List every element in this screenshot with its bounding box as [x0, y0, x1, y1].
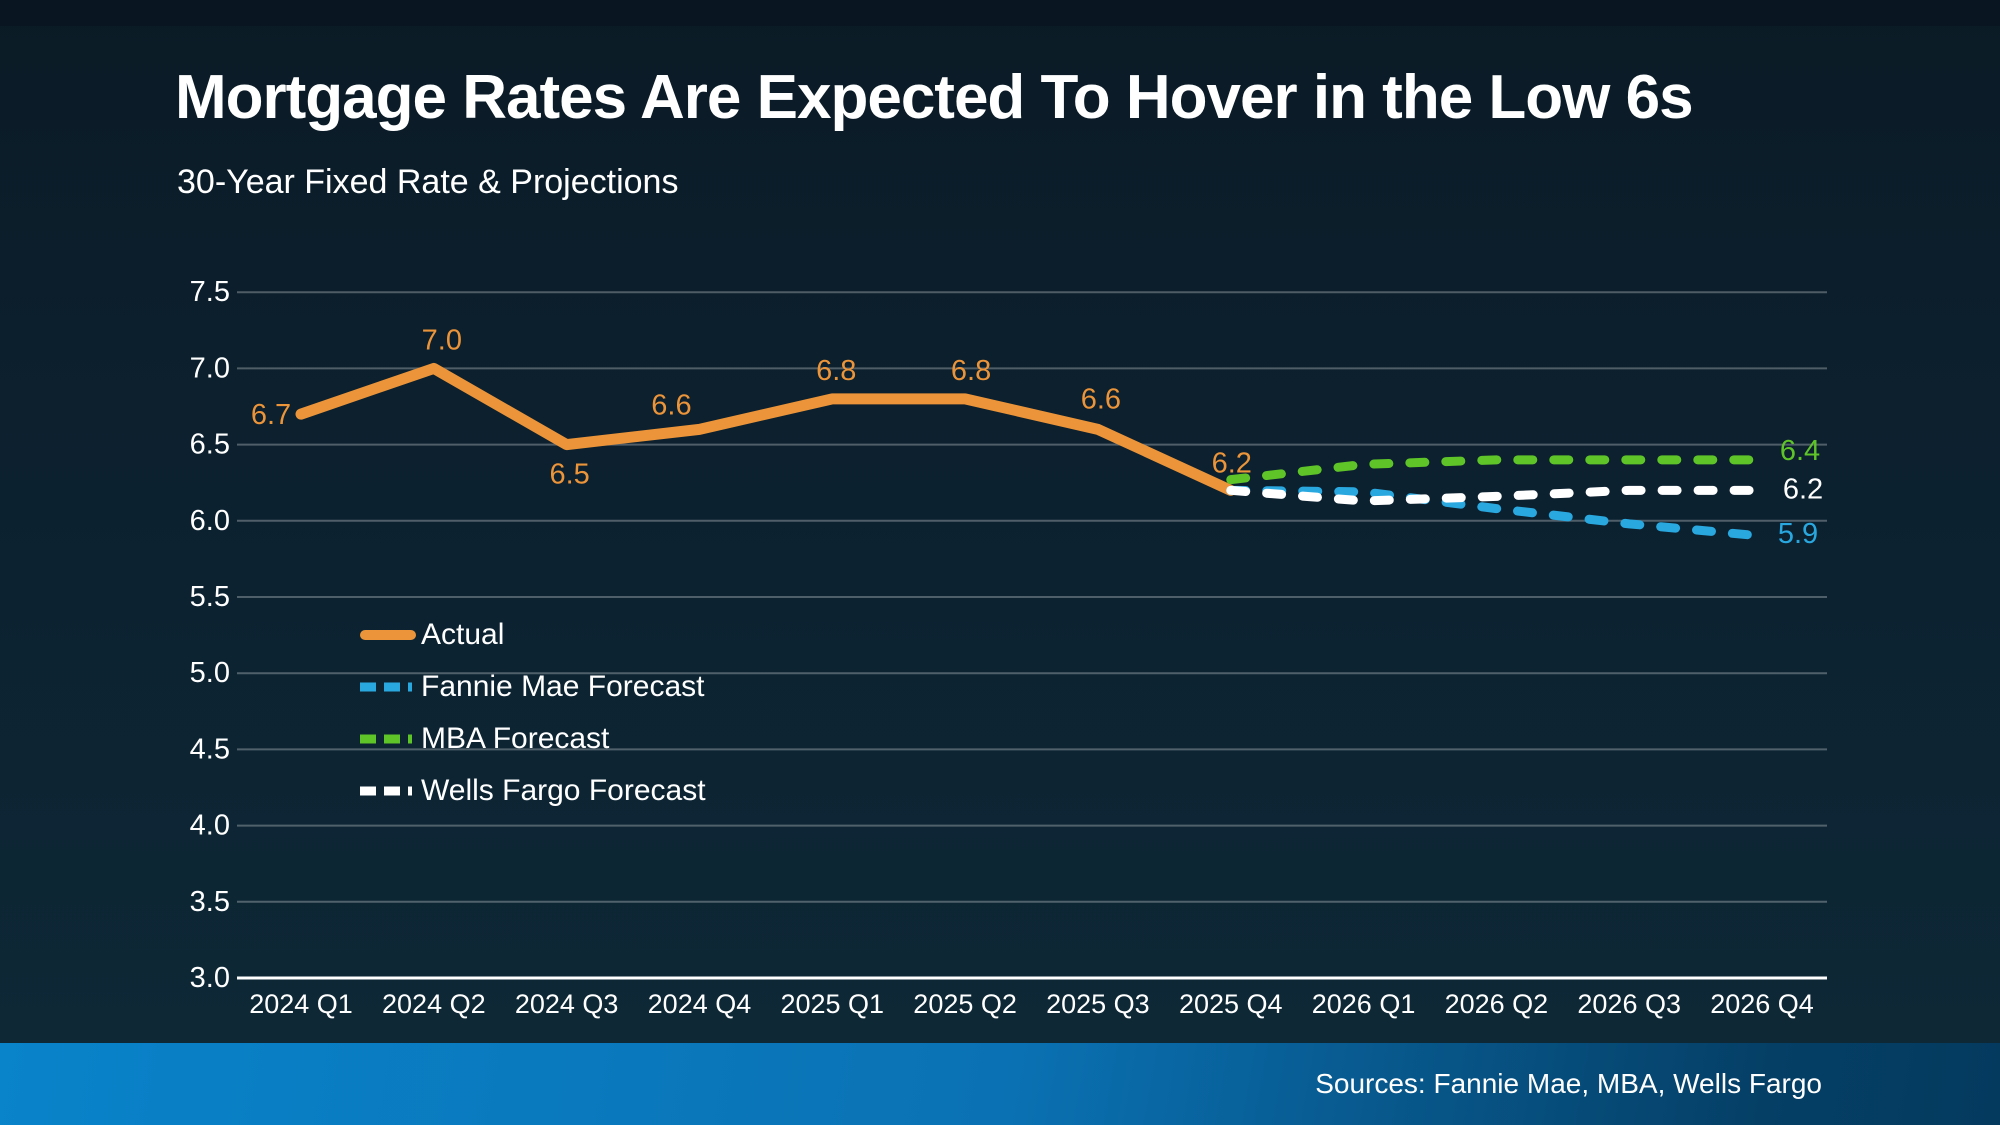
legend-label: MBA Forecast [421, 722, 610, 755]
point-label: 6.7 [251, 399, 291, 431]
footer-bar: Sources: Fannie Mae, MBA, Wells Fargo [0, 1043, 2000, 1125]
x-tick-label: 2024 Q1 [249, 989, 353, 1019]
x-tick-label: 2025 Q1 [780, 989, 884, 1019]
point-label: 6.8 [816, 355, 856, 387]
y-tick-label: 4.5 [190, 733, 230, 765]
series-actual [295, 362, 1237, 496]
chart-subtitle: 30-Year Fixed Rate & Projections [177, 163, 679, 201]
legend-label: Fannie Mae Forecast [421, 670, 705, 703]
x-tick-label: 2024 Q3 [515, 989, 619, 1019]
x-tick-label: 2024 Q4 [648, 989, 752, 1019]
point-label: 6.8 [951, 355, 991, 387]
legend-swatch-solid-line [360, 630, 416, 640]
y-tick-label: 6.5 [190, 429, 230, 461]
x-tick-label: 2026 Q2 [1445, 989, 1549, 1019]
x-tick-label: 2024 Q2 [382, 989, 486, 1019]
legend-swatch-dashed-line [360, 682, 417, 692]
legend-item-actual: Actual [355, 620, 706, 650]
point-label: 6.4 [1780, 435, 1820, 467]
x-tick-label: 2025 Q2 [913, 989, 1017, 1019]
series-mba [1226, 455, 1767, 485]
legend-swatch-dashed-line [360, 786, 417, 796]
x-tick-label: 2026 Q3 [1577, 989, 1681, 1019]
series-fannie_mae [1226, 485, 1767, 541]
y-tick-label: 3.5 [190, 886, 230, 918]
x-tick-label: 2026 Q1 [1312, 989, 1416, 1019]
x-tick-label: 2025 Q4 [1179, 989, 1283, 1019]
y-tick-label: 7.5 [190, 276, 230, 308]
legend-item-wells_fargo: Wells Fargo Forecast [355, 776, 706, 806]
point-label: 6.2 [1783, 473, 1823, 505]
top-strip [0, 0, 2000, 26]
x-tick-label: 2025 Q3 [1046, 989, 1150, 1019]
y-tick-label: 6.0 [190, 505, 230, 537]
y-tick-label: 3.0 [190, 962, 230, 994]
point-label: 6.5 [549, 459, 589, 491]
chart-legend: Actual Fannie Mae Forecast MBA Forecast Wel… [355, 620, 706, 806]
legend-label: Wells Fargo Forecast [421, 774, 706, 807]
y-tick-label: 4.0 [190, 810, 230, 842]
legend-swatch-dashed-line [360, 734, 417, 744]
y-tick-label: 5.5 [190, 581, 230, 613]
y-tick-label: 7.0 [190, 352, 230, 384]
point-label: 6.2 [1212, 447, 1252, 479]
series-wells_fargo [1226, 485, 1767, 506]
legend-label: Actual [421, 618, 505, 651]
x-tick-label: 2026 Q4 [1710, 989, 1814, 1019]
point-label: 5.9 [1778, 518, 1818, 550]
legend-item-fannie_mae: Fannie Mae Forecast [355, 672, 706, 702]
point-label: 6.6 [651, 389, 691, 421]
y-tick-label: 5.0 [190, 657, 230, 689]
legend-item-mba: MBA Forecast [355, 724, 706, 754]
sources-text: Sources: Fannie Mae, MBA, Wells Fargo [1315, 1068, 1822, 1099]
point-label: 7.0 [422, 324, 462, 356]
chart-title: Mortgage Rates Are Expected To Hover in … [175, 63, 1694, 132]
point-label: 6.6 [1081, 383, 1121, 415]
